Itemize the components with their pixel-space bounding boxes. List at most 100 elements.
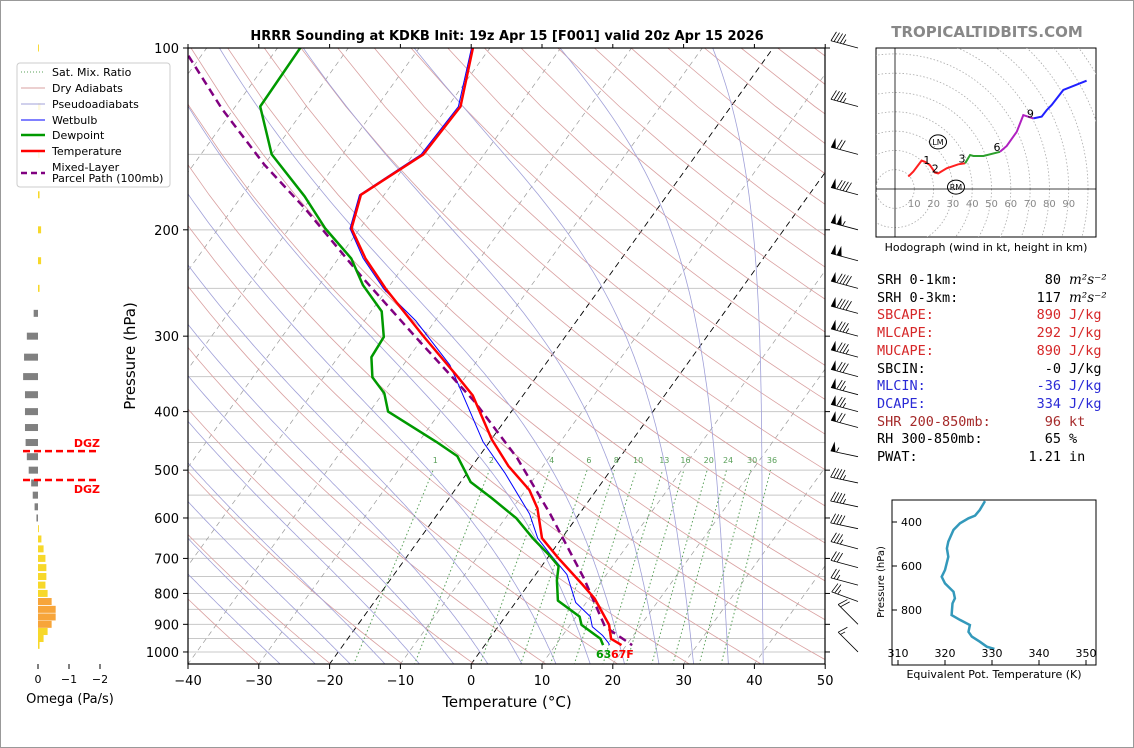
omega-bar	[33, 309, 38, 317]
omega-bar	[32, 491, 38, 499]
x-tick-label: 40	[746, 674, 763, 689]
isotherm	[188, 48, 278, 173]
mixing-ratio-line	[625, 470, 685, 664]
barb-half	[842, 402, 847, 408]
surface-temperature-label: 67F	[611, 648, 634, 661]
mixing-ratio-line	[573, 470, 637, 664]
temperature-line	[350, 48, 623, 647]
omega-bar	[38, 284, 40, 292]
mixing-ratio-line	[353, 469, 434, 664]
wind-barb	[830, 378, 859, 396]
moist-adiabat	[219, 48, 625, 664]
mixing-ratio-line	[549, 469, 615, 664]
wind-barb	[837, 599, 859, 625]
barb-full	[833, 533, 840, 543]
isotherm	[188, 48, 562, 567]
omega-bar	[25, 439, 38, 447]
x-tick-label: −10	[387, 674, 414, 689]
barb-staff	[830, 577, 859, 586]
wind-barb	[831, 583, 859, 602]
legend-parcel-path-label-2: Parcel Path (100mb)	[52, 172, 163, 185]
omega-bar	[38, 545, 44, 553]
barb-full	[830, 532, 837, 542]
legend-parcel-path-label: Mixed-Layer	[52, 161, 120, 174]
barb-full	[839, 413, 846, 423]
barb-staff	[830, 476, 859, 484]
stat-unit: in	[1069, 449, 1086, 466]
barb-pennant	[836, 214, 842, 226]
wind-barb	[830, 340, 859, 358]
stat-row: MLCAPE: 292 J/kg	[877, 325, 1107, 343]
barb-full	[836, 412, 843, 423]
barb-full	[839, 34, 847, 44]
omega-bar	[24, 353, 38, 361]
stat-unit: J/kg	[1069, 378, 1102, 395]
barb-full	[839, 493, 846, 504]
barb-full	[830, 90, 837, 100]
omega-bar	[38, 525, 39, 533]
stat-label: RH 300-850mb:	[877, 431, 983, 448]
dry-adiabat	[484, 48, 825, 333]
stat-unit: J/kg	[1069, 307, 1102, 324]
wind-barbs	[830, 31, 859, 653]
omega-bar	[31, 479, 38, 487]
barb-half	[839, 539, 844, 545]
theta-e-x-label: Equivalent Pot. Temperature (K)	[906, 668, 1081, 681]
barb-staff	[830, 541, 859, 550]
y-tick-label: 600	[154, 512, 179, 527]
wind-barb	[830, 296, 859, 314]
stat-label: SBCAPE:	[877, 307, 934, 324]
wind-barb	[830, 568, 859, 586]
theta-e-panel: 310 320 330 340 350 400 600 800	[888, 499, 1097, 666]
barb-half	[837, 589, 842, 595]
y-tick-label: 700	[154, 552, 179, 567]
barb-full	[839, 397, 846, 407]
omega-panel: 0 −1 −2 DGZ DGZ	[23, 44, 108, 686]
barb-full	[836, 552, 843, 563]
mixing-ratio-line	[698, 470, 752, 664]
dry-adiabat	[190, 48, 825, 621]
omega-bar	[38, 191, 40, 199]
stat-row: SHR 200-850mb: 96 kt	[877, 414, 1107, 432]
stat-label: MUCAPE:	[877, 342, 934, 359]
y-tick-label: 200	[154, 224, 179, 239]
theta-e-y-tick-label: 400	[901, 516, 922, 529]
theta-e-x-tick-label: 350	[1076, 647, 1097, 660]
barb-half	[836, 574, 841, 580]
mixing-ratio-line	[479, 469, 551, 664]
hodograph-height-label: 6	[993, 141, 1000, 154]
stat-unit: J/kg	[1069, 325, 1102, 342]
wind-barb	[830, 213, 859, 231]
barb-full	[839, 274, 846, 284]
stat-value: -36	[1036, 378, 1061, 395]
isotherm	[188, 48, 420, 370]
theta-e-x-tick-label: 310	[888, 647, 909, 660]
y-tick-label: 900	[154, 618, 179, 633]
omega-x-label: Omega (Pa/s)	[26, 692, 114, 707]
wind-barb	[830, 513, 859, 530]
y-tick-label: 300	[154, 330, 179, 345]
surface-dewpoint-label: 63	[596, 648, 611, 661]
legend-temperature-label: Temperature	[51, 145, 122, 158]
storm-motion-label: RM	[950, 183, 963, 192]
barb-full	[833, 32, 840, 42]
theta-e-y-label: Pressure (hPa)	[876, 546, 887, 618]
barb-staff	[830, 559, 859, 569]
barb-full	[833, 552, 840, 562]
barb-full	[839, 515, 846, 526]
barb-full	[836, 514, 843, 525]
barb-full	[833, 514, 840, 524]
hodograph-ring-label: 50	[985, 199, 998, 210]
mixing-ratio-label: 30	[747, 456, 757, 465]
stat-row: SRH 0-1km: 80 m²s⁻²	[877, 272, 1107, 290]
omega-x-tick-label: −2	[92, 673, 108, 686]
x-tick-label: 0	[467, 674, 475, 689]
mixing-ratio-label: 10	[633, 456, 643, 465]
barb-full	[834, 584, 842, 594]
skewt-axes-frame	[187, 47, 826, 665]
barb-full	[836, 298, 843, 308]
barb-pennant	[830, 296, 836, 308]
x-tick-label: −30	[245, 674, 272, 689]
hodograph-height-label: 3	[959, 152, 966, 165]
